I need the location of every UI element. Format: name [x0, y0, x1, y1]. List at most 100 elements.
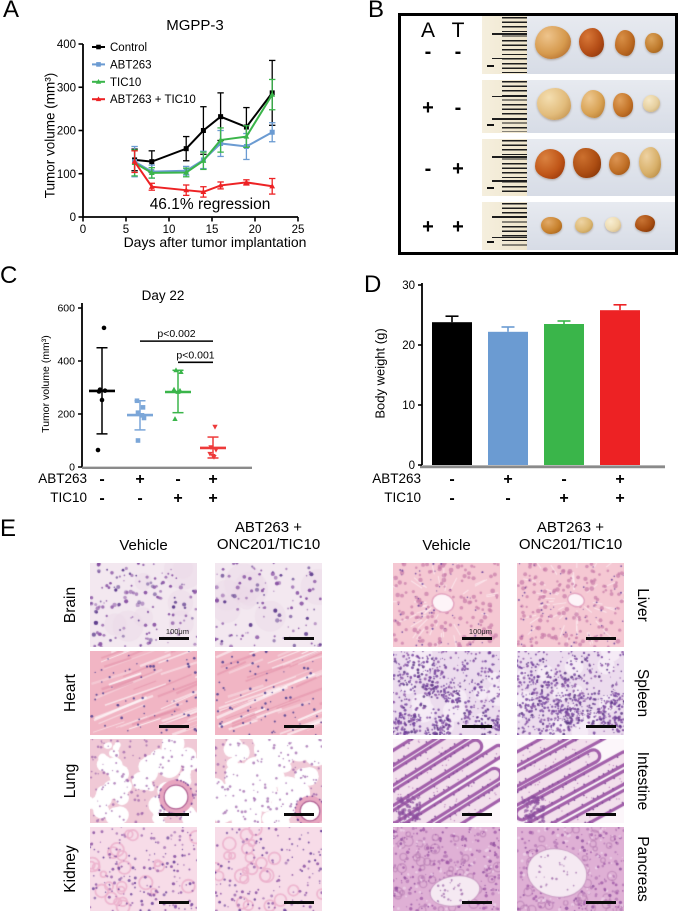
scale-bar [462, 900, 492, 904]
tumor-specimen [613, 93, 633, 117]
tumor-specimen [615, 30, 635, 56]
data-point [200, 128, 206, 133]
data-point [200, 157, 207, 163]
tissue-row-label-spleen: Spleen [634, 668, 651, 718]
histology-image-intestine-vehicle [393, 739, 500, 823]
scale-bar [284, 636, 314, 640]
panel-b-label: B [368, 0, 385, 23]
svg-text:30: 30 [402, 280, 415, 292]
scale-bar [462, 812, 492, 816]
histology-image-pancreas-vehicle [393, 827, 500, 911]
scale-bar [159, 900, 189, 904]
ruler [482, 202, 528, 250]
tumor-specimen [535, 26, 571, 59]
tissue-row-label-intestine: Intestine [634, 751, 651, 811]
tumor-specimen [535, 149, 565, 179]
panel-a-title: MGPP-3 [166, 17, 224, 34]
svg-text:200: 200 [57, 409, 75, 421]
ruler [482, 139, 528, 196]
group-sign: + [135, 471, 144, 488]
scale-label: 100μm [468, 627, 492, 636]
data-point [173, 367, 179, 373]
histology-canvas [215, 651, 322, 735]
group-sign: - [449, 471, 454, 488]
row4-abt-sign: + [422, 216, 434, 238]
data-point [269, 91, 276, 97]
data-point [134, 398, 140, 404]
svg-text:0: 0 [80, 224, 86, 236]
data-point [135, 410, 141, 415]
group-sign: + [208, 471, 217, 488]
significance-label: p<0.002 [157, 328, 195, 340]
ruler [482, 80, 528, 133]
histology-canvas [215, 563, 322, 647]
data-point [213, 447, 219, 453]
data-point [183, 146, 189, 152]
ruler-ticks [502, 17, 527, 73]
tissue-row-label-kidney: Kidney [62, 845, 79, 893]
panel-d-chart: 0 10 20 30 ABT263 - + - + TIC10 - - + + [372, 280, 665, 507]
scale-bar [586, 724, 616, 728]
histology-canvas [517, 651, 624, 735]
data-point [269, 129, 275, 135]
histology-image-heart-vehicle [90, 651, 197, 735]
data-point [131, 158, 138, 164]
data-point [140, 405, 146, 410]
histology-image-liver-treated [517, 563, 624, 647]
data-point [218, 114, 224, 120]
column-header-vehicle: Vehicle [119, 537, 168, 554]
group-axis-label: ABT263 [38, 471, 87, 486]
scale-label: 100μm [165, 627, 189, 636]
data-point [149, 159, 155, 165]
legend-label: ABT263 [110, 59, 152, 71]
svg-text:0: 0 [409, 460, 415, 472]
histology-image-liver-vehicle: 100μm [393, 563, 500, 647]
svg-text:15: 15 [206, 224, 219, 236]
data-point [171, 386, 177, 392]
column-header-treatment: ABT263 + ONC201/TIC10 [518, 519, 623, 553]
histology-image-pancreas-treated [517, 827, 624, 911]
svg-text:200: 200 [57, 126, 76, 138]
group-sign: + [208, 490, 217, 507]
data-point [148, 169, 155, 175]
histology-canvas [393, 563, 500, 647]
histology-canvas [90, 827, 197, 911]
column-header-vehicle: Vehicle [422, 537, 471, 554]
tissue-row-label-brain: Brain [62, 586, 79, 624]
bar [488, 331, 528, 465]
histology-image-lung-vehicle [90, 739, 197, 823]
tumor-specimen [573, 148, 601, 178]
histology-image-heart-treated [215, 651, 322, 735]
histology-canvas [517, 563, 624, 647]
data-point [175, 389, 181, 394]
tumor-specimen [643, 95, 660, 112]
row2-tic-sign: - [454, 97, 462, 119]
tissue-row-label-liver: Liver [634, 588, 651, 622]
panel-b-box: A T - - + - - + + + [398, 13, 678, 255]
svg-text:400: 400 [57, 39, 76, 51]
histology-canvas [517, 739, 624, 823]
data-point [139, 413, 145, 418]
histology-image-spleen-vehicle [393, 651, 500, 735]
data-point [96, 62, 101, 67]
svg-text:400: 400 [57, 356, 75, 368]
data-point [95, 78, 102, 84]
svg-text:100: 100 [57, 169, 76, 181]
group-axis-label: TIC10 [50, 490, 87, 505]
histology-canvas [517, 827, 624, 911]
svg-text:20: 20 [402, 340, 415, 352]
legend-label: TIC10 [110, 77, 141, 89]
legend-label: Control [110, 42, 147, 54]
panel-d-label: D [364, 271, 382, 298]
row1-tic-sign: - [454, 41, 462, 63]
data-point [135, 438, 141, 443]
tumor-specimen [575, 217, 593, 233]
group-sign: - [505, 490, 510, 507]
bar [432, 322, 472, 465]
panel-e-label: E [0, 515, 17, 542]
data-point [148, 183, 155, 189]
histology-image-brain-vehicle: 100μm [90, 563, 197, 647]
histology-canvas [215, 827, 322, 911]
ruler-ticks [502, 203, 527, 249]
